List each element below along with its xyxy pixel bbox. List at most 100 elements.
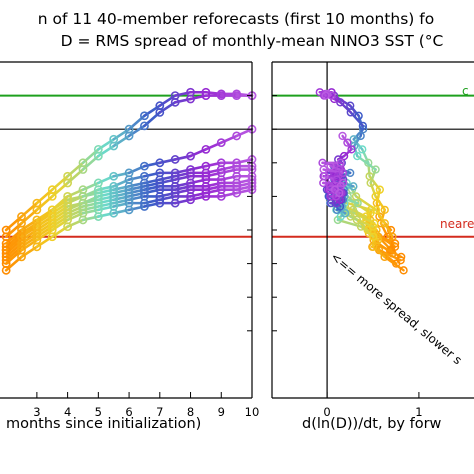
left-series-segment (204, 161, 223, 168)
left-x-tick-label: 8 (187, 405, 194, 419)
left-series-segment (158, 178, 177, 185)
left-series-segment (143, 171, 162, 178)
left-series-segment (127, 195, 146, 202)
left-series-segment (219, 174, 238, 181)
left-series-segment (97, 205, 116, 212)
right-x-axis-label: d(ln(D))/dt, by forw (302, 416, 442, 432)
left-x-tick-label: 5 (95, 405, 102, 419)
left-data-point (47, 191, 57, 201)
left-series-segment (173, 174, 192, 181)
left-data-point (140, 161, 149, 171)
left-data-point (93, 212, 103, 221)
left-data-point (186, 94, 195, 104)
left-series-segment (127, 174, 146, 181)
right-trajectory-segment (369, 181, 377, 198)
left-series-segment (112, 201, 131, 208)
right-data-point (352, 215, 362, 225)
left-series-segment (158, 195, 177, 202)
left-series-segment (189, 148, 208, 158)
left-series-segment (143, 188, 162, 195)
right-data-point (380, 205, 389, 214)
left-data-point (124, 205, 134, 215)
right-trajectory-segment (372, 245, 386, 259)
right-data-point (356, 131, 365, 141)
right-data-point (380, 252, 389, 262)
right-data-point (346, 108, 355, 117)
right-data-point (349, 182, 358, 191)
left-data-point (109, 171, 119, 181)
left-series-segment (66, 218, 85, 228)
right-trajectory-segment (374, 208, 387, 225)
left-series-segment (204, 141, 223, 151)
right-data-point (371, 192, 380, 201)
right-trajectory-segment (374, 195, 386, 212)
right-data-point (366, 178, 375, 188)
left-series-segment (235, 158, 254, 165)
right-data-point (388, 232, 397, 241)
chart-title-line1: n of 11 40-member reforecasts (first 10 … (38, 10, 434, 28)
right-green-line-label: c (462, 84, 469, 98)
left-panel: 3 4 5 6 7 8 9 10 months since initialization) (0, 61, 260, 432)
right-trajectories-group (272, 62, 474, 398)
left-data-point (63, 222, 73, 232)
left-series-group (0, 87, 257, 275)
left-x-tick-label: 6 (125, 405, 132, 419)
right-trajectory-segment (359, 124, 365, 138)
left-series-segment (219, 134, 238, 144)
right-trajectory-segment (339, 101, 352, 114)
left-data-point (201, 144, 211, 154)
right-data-point (371, 165, 380, 174)
right-trajectory-segment (383, 222, 394, 238)
right-trajectory-segment (335, 208, 347, 215)
left-series-segment (97, 174, 116, 185)
left-series-segment (173, 90, 192, 97)
right-data-point (366, 205, 376, 214)
right-data-point (369, 232, 378, 241)
right-data-point (338, 168, 348, 178)
left-x-tick-label: 10 (245, 405, 260, 419)
left-data-point (170, 97, 180, 107)
left-series-segment (204, 188, 223, 195)
left-data-point (78, 215, 88, 225)
left-series-segment (66, 188, 85, 198)
left-data-point (186, 195, 195, 205)
right-data-point (358, 145, 367, 154)
left-data-point (109, 208, 119, 218)
left-series-segment (81, 208, 100, 215)
left-data-point (140, 202, 149, 211)
left-x-tick-label: 3 (33, 405, 40, 419)
left-data-point (47, 232, 57, 242)
right-trajectory-segment (342, 211, 359, 222)
left-series-segment (189, 94, 208, 101)
right-data-point (358, 121, 368, 130)
right-data-point (380, 219, 389, 228)
left-series-segment (112, 171, 131, 178)
right-trajectory-10 (327, 188, 408, 275)
left-data-point (232, 131, 242, 141)
left-series-segment (127, 164, 146, 175)
left-data-point (17, 252, 26, 262)
left-series-1 (1, 91, 257, 242)
right-trajectory-segment (353, 134, 362, 148)
chart-title-line2: D = RMS spread of monthly-mean NINO3 SST… (61, 32, 444, 50)
left-data-point (170, 198, 180, 208)
left-series-segment (143, 161, 162, 168)
right-data-point (335, 188, 344, 198)
left-data-point (1, 265, 11, 275)
left-series-segment (173, 198, 192, 205)
right-data-point (375, 185, 385, 194)
right-trajectory-segment (342, 148, 353, 158)
right-data-point (399, 266, 408, 275)
left-data-point (140, 121, 149, 131)
left-series-segment (173, 97, 192, 104)
left-data-point (216, 91, 226, 100)
right-data-point (369, 242, 378, 251)
left-data-point (201, 91, 211, 100)
left-series-segment (66, 211, 85, 222)
left-data-point (155, 108, 165, 117)
left-series-segment (81, 181, 100, 191)
left-series-segment (143, 201, 162, 208)
left-x-tick-label: 7 (156, 405, 163, 419)
left-data-point (32, 242, 42, 252)
